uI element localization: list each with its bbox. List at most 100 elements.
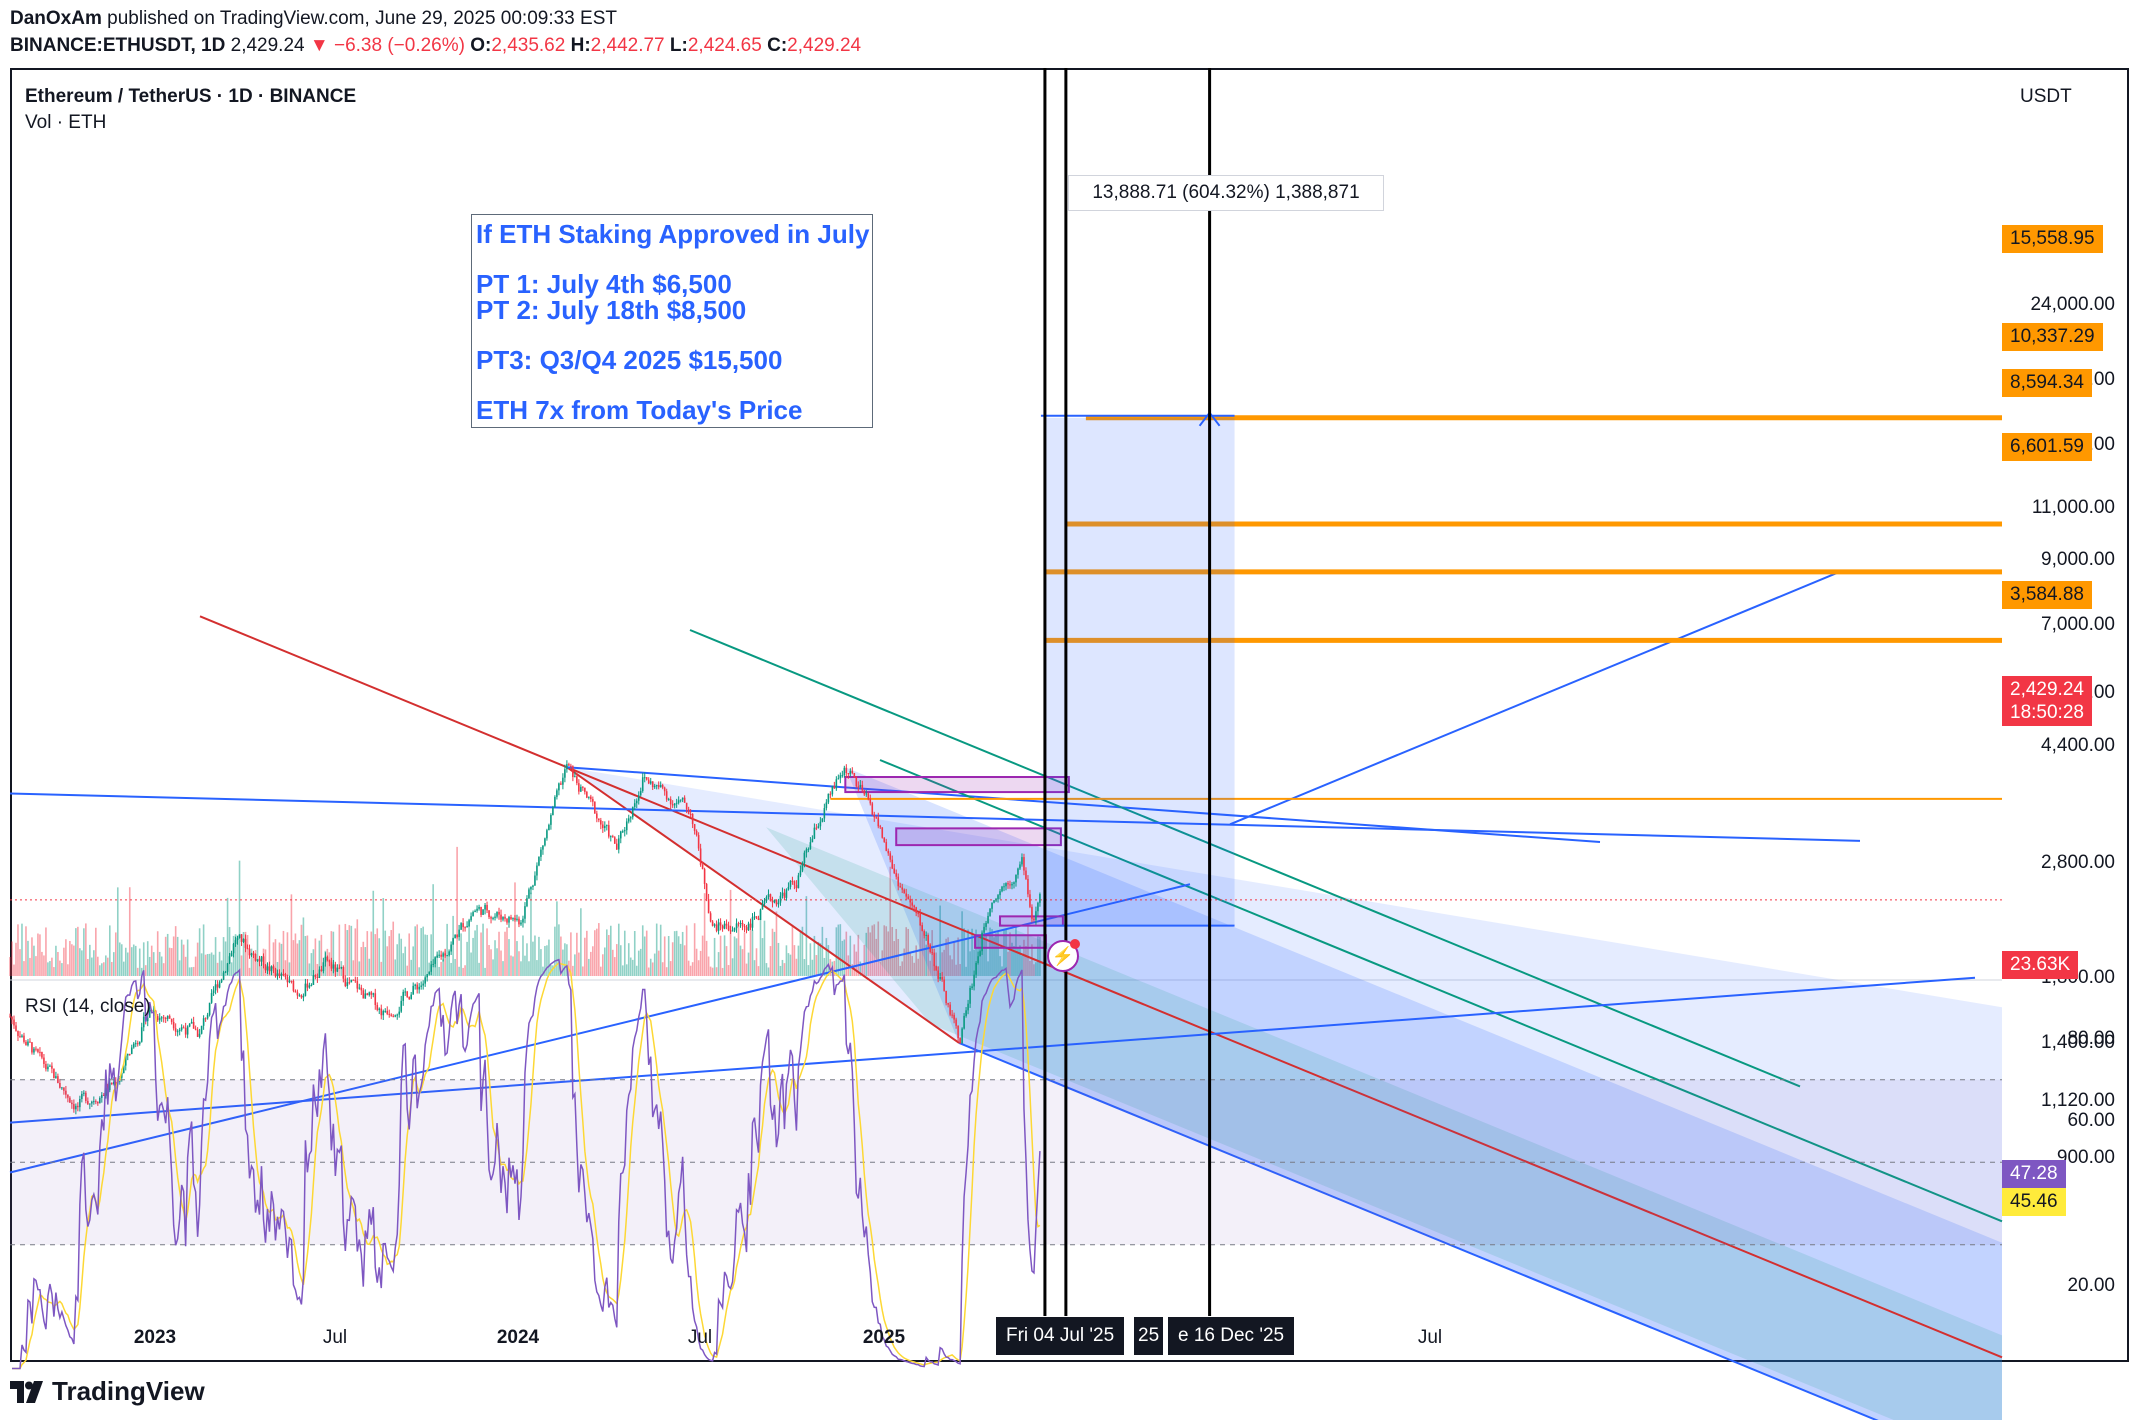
- candle-body: [83, 1092, 85, 1094]
- rsi-badge: 47.28: [2002, 1160, 2066, 1188]
- level-badge-5[interactable]: 3,584.88: [2002, 581, 2092, 609]
- volume-label[interactable]: Vol · ETH: [25, 112, 107, 133]
- candle: [548, 823, 550, 831]
- candle: [1005, 882, 1007, 891]
- candle: [490, 915, 492, 924]
- candle: [969, 985, 971, 1008]
- currency-label[interactable]: USDT: [2020, 86, 2072, 107]
- candle-body: [703, 869, 706, 884]
- candle-body: [442, 953, 444, 957]
- level-badge-2[interactable]: 10,337.29: [2002, 323, 2103, 351]
- candle: [851, 767, 854, 775]
- candle: [639, 787, 642, 797]
- volume-bar: [546, 945, 548, 976]
- level-badge-1[interactable]: 15,558.95: [2002, 225, 2103, 253]
- publisher-name[interactable]: DanOxAm: [10, 8, 102, 29]
- candle-body: [969, 987, 971, 1004]
- volume-bar: [1013, 946, 1015, 976]
- candle: [248, 944, 251, 959]
- volume-bar: [162, 963, 165, 976]
- flash-icon[interactable]: ⚡: [1047, 939, 1080, 972]
- volume-bar: [514, 882, 516, 976]
- candle-body: [448, 951, 450, 956]
- volume-bar: [899, 965, 902, 976]
- candle-body: [1015, 874, 1017, 883]
- level-badge-3[interactable]: 8,594.34: [2002, 369, 2092, 397]
- staking-note[interactable]: If ETH Staking Approved in July PT 1: Ju…: [471, 214, 873, 428]
- candle: [546, 828, 548, 841]
- candle: [1021, 853, 1023, 867]
- volume-bar: [500, 950, 502, 976]
- candle-body: [232, 943, 235, 954]
- volume-bar: [851, 964, 854, 976]
- candle-body: [77, 1105, 79, 1108]
- candle: [538, 856, 540, 867]
- candle-body: [434, 957, 436, 964]
- candle: [492, 916, 494, 921]
- volume-bar: [819, 943, 822, 976]
- candle-body: [655, 785, 658, 787]
- volume-bar: [518, 951, 520, 976]
- candle-body: [332, 964, 335, 969]
- volume-bar: [316, 963, 319, 976]
- candle: [424, 975, 426, 987]
- volume-bar: [228, 927, 231, 976]
- candle: [292, 979, 295, 993]
- candle-body: [480, 906, 482, 915]
- candle: [629, 816, 632, 823]
- note-line-4: PT3: Q3/Q4 2025 $15,500: [476, 345, 783, 375]
- volume-bar: [871, 925, 874, 976]
- candle: [829, 791, 832, 799]
- candle-body: [224, 971, 227, 973]
- volume-bar: [380, 961, 383, 976]
- candle: [997, 894, 999, 903]
- candle: [883, 837, 886, 843]
- candle-body: [771, 900, 774, 903]
- candle: [667, 797, 670, 801]
- volume-bar: [721, 967, 724, 976]
- tradingview-logo[interactable]: TradingView: [10, 1376, 205, 1407]
- candle-body: [635, 800, 638, 804]
- volume-bar: [520, 961, 522, 976]
- candle-body: [318, 969, 321, 978]
- candle: [476, 905, 478, 913]
- candle-body: [558, 783, 560, 791]
- candle: [110, 1082, 113, 1086]
- volume-bar: [827, 945, 830, 976]
- candle-body: [160, 1017, 163, 1019]
- candle-body: [685, 802, 688, 810]
- candle-body: [368, 992, 371, 996]
- candle-body: [761, 903, 764, 910]
- rsi-label[interactable]: RSI (14, close): [25, 996, 151, 1017]
- candle-body: [518, 918, 520, 925]
- candle-body: [755, 916, 758, 919]
- volume-bar: [554, 926, 556, 976]
- candle: [889, 851, 892, 863]
- candle-body: [398, 1011, 401, 1015]
- volume-bar: [731, 958, 734, 976]
- volume-bar: [639, 948, 642, 976]
- candle-body: [973, 974, 975, 987]
- candle-body: [426, 974, 428, 978]
- candle: [927, 934, 929, 948]
- price-badge[interactable]: 2,429.24: [2002, 676, 2092, 704]
- candle: [474, 909, 476, 913]
- notification-dot: [1070, 939, 1080, 949]
- symbol-title[interactable]: Ethereum / TetherUS · 1D · BINANCE: [25, 86, 357, 107]
- volume-bar: [508, 939, 510, 976]
- candle: [859, 779, 862, 788]
- measure-label[interactable]: 13,888.71 (604.32%) 1,388,871: [1068, 175, 1384, 211]
- candle-body: [657, 785, 660, 788]
- candle-body: [709, 913, 712, 922]
- candle-body: [436, 955, 438, 958]
- candle-body: [659, 785, 662, 788]
- candle: [617, 835, 620, 854]
- candle: [518, 916, 520, 928]
- candle-body: [500, 914, 502, 920]
- volume-bar: [558, 924, 560, 976]
- candle-body: [61, 1087, 63, 1089]
- level-badge-4[interactable]: 6,601.59: [2002, 433, 2092, 461]
- volume-bar: [975, 929, 977, 976]
- candle: [963, 1012, 965, 1030]
